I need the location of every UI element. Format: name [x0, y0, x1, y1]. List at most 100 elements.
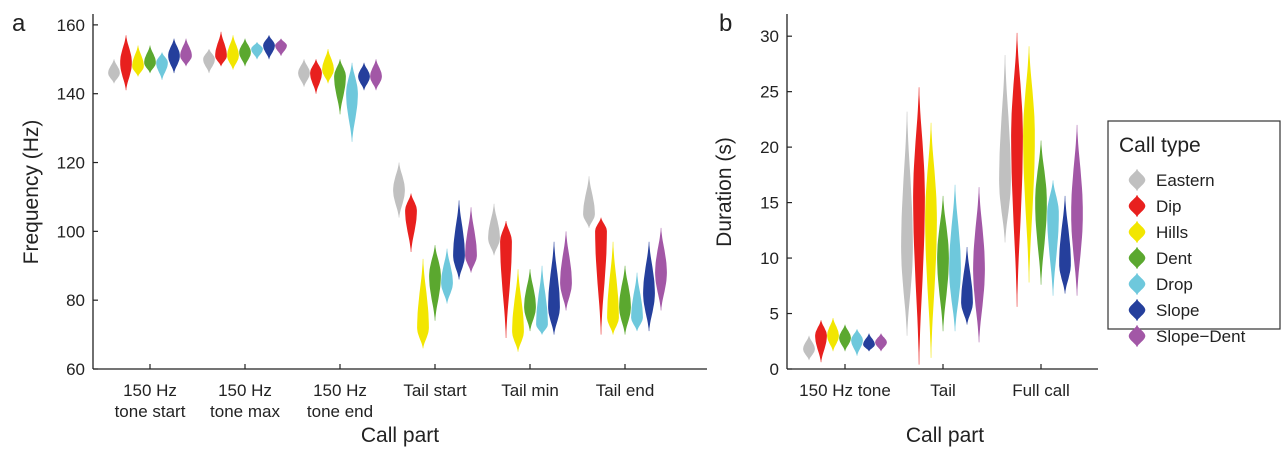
violin-eastern-5 — [583, 176, 595, 228]
legend-label: Drop — [1156, 275, 1193, 294]
x-tick-label: 150 Hz tone — [799, 381, 891, 400]
violin-dip-3 — [405, 193, 417, 252]
panel-a-violins — [108, 31, 667, 352]
panel-a-label: a — [12, 10, 26, 37]
violin-drop-3 — [441, 248, 453, 304]
violin-dent-1 — [239, 38, 251, 67]
violin-slope-1 — [263, 35, 275, 60]
y-tick-label: 0 — [770, 360, 779, 379]
violin-drop-2 — [346, 62, 358, 142]
legend: Call type Eastern Dip Hills Dent Drop Slope Sl… — [1107, 120, 1281, 347]
y-tick-label: 30 — [760, 27, 779, 46]
y-tick-label: 160 — [57, 16, 85, 35]
violin-hills-1 — [925, 122, 937, 358]
panel-b-y-title: Duration (s) — [713, 137, 736, 247]
violin-drop-2 — [1047, 180, 1059, 296]
panel-b-x-title: Call part — [906, 424, 984, 447]
panel-a-x-ticks: 150 Hz tone start 150 Hz tone max 150 Hz tone… — [115, 364, 655, 421]
violin-slope-4 — [548, 241, 560, 335]
x-tick-label: Tail end — [596, 381, 655, 400]
violin-eastern-4 — [488, 203, 500, 256]
x-tick-label: Tail — [930, 381, 956, 400]
violin-hills-0 — [827, 318, 839, 352]
violin-slope-0 — [863, 333, 875, 352]
violin-eastern-1 — [203, 49, 215, 74]
x-tick-label: Tail start — [403, 381, 467, 400]
legend-label: Dip — [1156, 197, 1182, 216]
y-tick-label: 120 — [57, 154, 85, 173]
legend-swatch — [1128, 299, 1146, 321]
x-tick-label: 150 Hz — [123, 381, 177, 400]
violin-drop-4 — [536, 265, 548, 335]
violin-dip-2 — [310, 59, 322, 94]
legend-items: Eastern Dip Hills Dent Drop Slope Slope−Dent — [1128, 169, 1246, 347]
violin-slope-3 — [453, 200, 465, 280]
violin-slope-dent-0 — [180, 38, 192, 67]
violin-drop-0 — [156, 52, 168, 80]
violin-hills-2 — [322, 49, 334, 84]
violin-dip-4 — [500, 221, 512, 338]
violin-slope-dent-5 — [655, 227, 667, 311]
legend-swatch — [1128, 273, 1146, 295]
violin-slope-dent-1 — [973, 187, 985, 343]
violin-dip-1 — [913, 87, 925, 365]
violin-dent-0 — [144, 45, 156, 74]
violin-dent-4 — [524, 269, 536, 332]
legend-swatch — [1128, 195, 1146, 217]
panel-a-x-title: Call part — [361, 424, 439, 447]
legend-swatch — [1128, 169, 1146, 191]
violin-drop-1 — [949, 184, 961, 332]
x-tick-label: tone max — [210, 402, 280, 421]
violin-hills-4 — [512, 269, 524, 352]
violin-dip-1 — [215, 31, 227, 67]
violin-dent-5 — [619, 265, 631, 335]
violin-dent-0 — [839, 324, 851, 352]
violin-eastern-0 — [108, 59, 120, 84]
violin-dent-3 — [429, 245, 441, 321]
violin-eastern-2 — [999, 55, 1011, 243]
violin-slope-dent-2 — [1071, 124, 1083, 296]
violin-slope-5 — [643, 241, 655, 332]
legend-label: Hills — [1156, 223, 1188, 242]
y-tick-label: 60 — [66, 360, 85, 379]
violin-slope-dent-2 — [370, 59, 382, 91]
violin-hills-2 — [1023, 46, 1035, 283]
panel-b-violins — [803, 32, 1083, 365]
y-tick-label: 140 — [57, 85, 85, 104]
legend-label: Slope−Dent — [1156, 327, 1246, 346]
y-tick-label: 5 — [770, 305, 779, 324]
violin-hills-5 — [607, 241, 619, 335]
x-tick-label: Full call — [1012, 381, 1070, 400]
violin-slope-dent-3 — [465, 207, 477, 273]
panel-b-label: b — [719, 10, 732, 37]
violin-drop-5 — [631, 272, 643, 332]
violin-eastern-1 — [901, 111, 913, 336]
violin-dip-2 — [1011, 32, 1023, 307]
violin-slope-2 — [358, 62, 370, 91]
legend-swatch — [1128, 247, 1146, 269]
violin-drop-1 — [251, 42, 263, 60]
x-tick-label: 150 Hz — [313, 381, 367, 400]
violin-dip-0 — [120, 35, 132, 91]
y-tick-label: 100 — [57, 222, 85, 241]
violin-eastern-3 — [393, 162, 405, 218]
y-tick-label: 20 — [760, 138, 779, 157]
legend-swatch — [1128, 325, 1146, 347]
panel-a-y-title: Frequency (Hz) — [20, 120, 43, 265]
x-tick-label: tone start — [115, 402, 186, 421]
y-tick-label: 25 — [760, 83, 779, 102]
violin-slope-2 — [1059, 195, 1071, 294]
x-tick-label: 150 Hz — [218, 381, 272, 400]
y-tick-label: 80 — [66, 291, 85, 310]
x-tick-label: Tail min — [501, 381, 559, 400]
x-tick-label: tone end — [307, 402, 373, 421]
panel-b-y-ticks: 0 5 10 15 20 25 30 — [760, 27, 792, 379]
legend-swatch — [1128, 221, 1146, 243]
violin-dip-5 — [595, 217, 607, 335]
y-tick-label: 15 — [760, 194, 779, 213]
violin-slope-dent-4 — [560, 231, 572, 311]
violin-dent-2 — [334, 59, 346, 115]
